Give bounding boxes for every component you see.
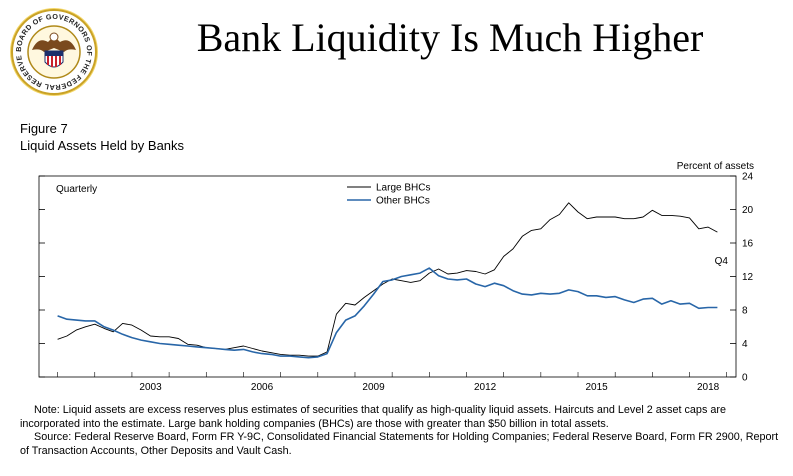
notes-block: Note: Liquid assets are excess reserves … [20,404,785,458]
federal-reserve-seal: BOARD OF GOVERNORS OF THE FEDERAL RESERV… [5,0,100,98]
end-period-label: Q4 [715,256,729,267]
y-tick-label: 20 [742,205,754,216]
y-tick-label: 24 [742,172,754,183]
frequency-label: Quarterly [56,184,97,195]
x-tick-label: 2003 [139,382,162,393]
note-text: Note: Liquid assets are excess reserves … [20,404,726,430]
figure-subtitle: Liquid Assets Held by Banks [20,138,185,153]
x-tick-label: 2018 [697,382,720,393]
figure-number: Figure 7 [20,121,68,136]
slide-title: Bank Liquidity Is Much Higher [196,15,704,60]
y-tick-label: 4 [742,339,748,350]
y-tick-label: 16 [742,239,754,250]
series-line-large-bhcs [57,202,718,357]
seal-emblem-icon: BOARD OF GOVERNORS OF THE FEDERAL RESERV… [5,0,98,96]
y-tick-label: 8 [742,306,748,317]
x-tick-label: 2009 [362,382,385,393]
x-tick-label: 2012 [474,382,497,393]
y-axis-label: Percent of assets [677,161,754,172]
x-tick-label: 2015 [585,382,608,393]
legend-label: Other BHCs [376,196,430,207]
series-line-other-bhcs [57,267,718,359]
legend-label: Large BHCs [376,183,430,194]
x-tick-label: 2006 [251,382,274,393]
y-tick-label: 12 [742,272,754,283]
source-text: Source: Federal Reserve Board, Form FR Y… [20,431,779,457]
y-tick-label: 0 [742,373,748,384]
